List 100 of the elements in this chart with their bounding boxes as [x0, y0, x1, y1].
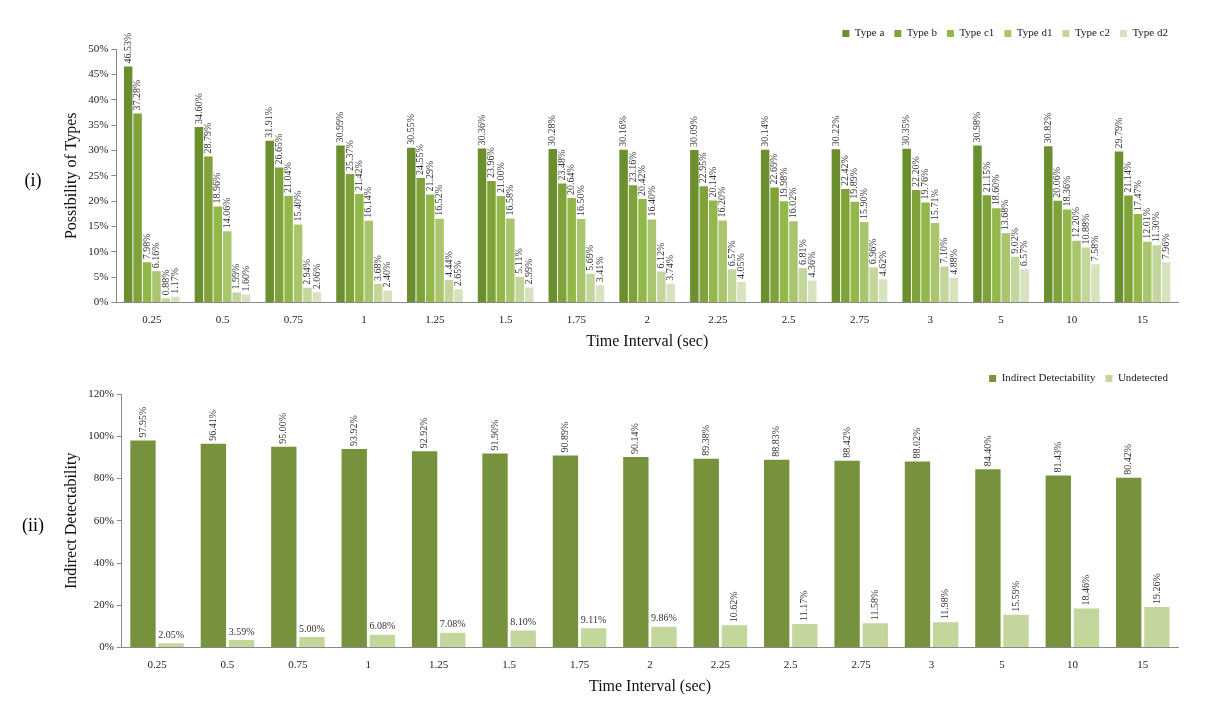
bar — [1114, 151, 1124, 303]
data-label: 2.40% — [381, 261, 393, 288]
bar — [496, 196, 506, 303]
bar — [690, 149, 699, 303]
y-tick-label: 30% — [88, 143, 109, 156]
bar — [130, 440, 156, 648]
data-label: 4.88% — [947, 249, 959, 275]
data-label: 11.30% — [1150, 211, 1162, 243]
x-tick-label: 1.25 — [425, 313, 445, 326]
data-label: 21.14% — [1122, 161, 1134, 193]
y-tick-label: 45% — [88, 67, 109, 80]
bar — [628, 185, 638, 303]
bar — [1062, 209, 1072, 303]
data-label: 18.96% — [211, 172, 223, 204]
bar — [383, 290, 392, 303]
bar — [284, 195, 293, 303]
data-label: 96.41% — [207, 410, 219, 441]
x-tick-label: 0.75 — [288, 658, 309, 671]
bar — [200, 443, 227, 648]
bar — [834, 460, 860, 648]
data-label: 21.04% — [282, 162, 294, 193]
x-tick-label: 2 — [644, 313, 650, 326]
x-tick-label: 2.75 — [849, 313, 870, 326]
data-label: 90.14% — [629, 423, 641, 455]
bar — [411, 451, 438, 648]
y-tick-label: 80% — [93, 471, 114, 484]
data-label: 34.60% — [192, 93, 204, 125]
bar — [1010, 256, 1020, 303]
data-label: 8.10% — [510, 616, 537, 628]
bar — [1020, 269, 1029, 303]
data-label: 7.10% — [938, 237, 950, 264]
bar — [171, 296, 180, 303]
bar — [850, 201, 860, 303]
x-tick-label: 0.5 — [220, 658, 235, 671]
data-label: 19.76% — [919, 168, 931, 200]
data-label: 15.59% — [1009, 580, 1021, 612]
bar — [369, 634, 396, 648]
data-label: 46.53% — [121, 32, 133, 64]
data-label: 21.42% — [352, 160, 364, 191]
data-label: 6.81% — [796, 239, 808, 266]
bar — [1144, 606, 1170, 648]
y-tick-label: 100% — [88, 429, 114, 442]
bar — [779, 201, 789, 303]
data-label: 97.95% — [136, 406, 148, 438]
bar — [580, 628, 607, 648]
bar — [477, 148, 487, 303]
bar — [524, 287, 534, 303]
y-tick-label: 5% — [93, 270, 109, 283]
data-label: 3.41% — [593, 256, 605, 283]
bar — [454, 289, 463, 303]
x-axis-title: Time Interval (sec) — [586, 331, 709, 350]
data-label: 9.86% — [651, 612, 677, 624]
bar — [921, 202, 930, 303]
data-label: 22.42% — [838, 155, 850, 186]
data-label: 28.79% — [202, 122, 213, 154]
bar — [271, 446, 297, 648]
bar — [1143, 241, 1152, 303]
data-label: 30.98% — [971, 111, 983, 143]
legend-label: Type c1 — [959, 26, 995, 39]
bar — [911, 190, 921, 303]
bar — [657, 271, 666, 303]
bar — [341, 449, 367, 648]
x-tick-label: 1.75 — [566, 313, 587, 326]
data-label: 11.58% — [868, 589, 880, 621]
bar — [1045, 475, 1071, 648]
bar — [763, 459, 790, 648]
x-tick-label: 2.25 — [708, 313, 729, 326]
data-label: 30.36% — [475, 114, 487, 146]
bar — [1072, 240, 1081, 303]
bar — [506, 218, 515, 303]
y-tick-label: 60% — [93, 513, 114, 526]
data-label: 7.96% — [1159, 233, 1171, 260]
data-label: 2.06% — [310, 263, 322, 290]
data-label: 7.08% — [439, 618, 466, 630]
data-label: 16.40% — [645, 185, 657, 217]
bar — [194, 127, 204, 303]
bar — [265, 140, 274, 303]
data-label: 3.59% — [228, 625, 255, 637]
bar — [487, 181, 496, 303]
y-tick-label: 0% — [93, 295, 109, 308]
bar — [364, 220, 374, 303]
x-tick-label: 1.5 — [502, 658, 517, 671]
data-label: 4.36% — [805, 251, 817, 278]
y-tick-label: 15% — [88, 219, 109, 232]
legend-label: Type d2 — [1132, 26, 1169, 39]
x-tick-label: 5 — [999, 658, 1006, 671]
data-label: 18.60% — [989, 174, 1001, 206]
data-label: 30.22% — [829, 115, 841, 147]
bar — [1053, 200, 1062, 303]
data-label: 7.98% — [140, 233, 152, 260]
x-tick-label: 15 — [1137, 658, 1149, 671]
bar — [299, 637, 325, 648]
data-label: 1.60% — [239, 265, 251, 292]
x-tick-label: 1.75 — [569, 658, 590, 671]
bar — [727, 269, 737, 303]
bar — [312, 292, 322, 303]
data-label: 23.96% — [485, 147, 497, 179]
data-label: 2.94% — [301, 258, 313, 285]
x-tick-label: 15 — [1137, 313, 1149, 326]
bar — [1003, 614, 1029, 648]
